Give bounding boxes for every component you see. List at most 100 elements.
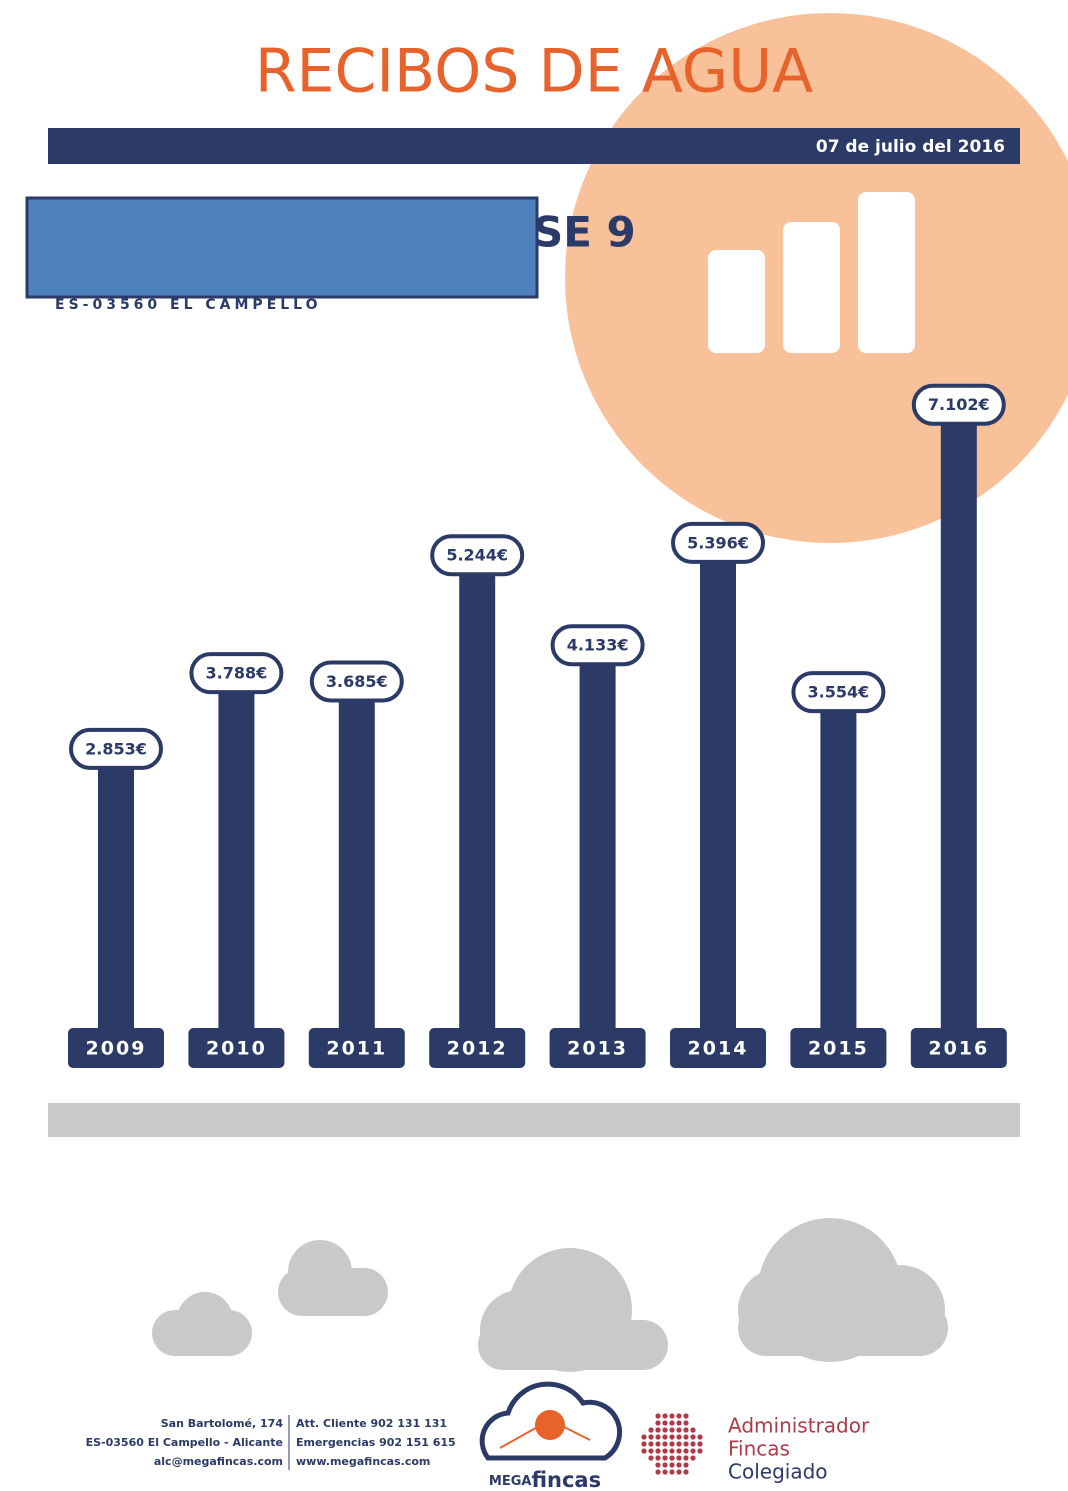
badge-dot	[683, 1469, 688, 1474]
value-label: 4.133€	[567, 636, 629, 655]
badge-dot	[641, 1441, 646, 1446]
badge-dot	[676, 1469, 681, 1474]
subtitle: SE 9	[533, 208, 636, 257]
badge-dot	[662, 1469, 667, 1474]
badge-dot	[662, 1413, 667, 1418]
badge-dot	[690, 1448, 695, 1453]
logo-name: fincas	[531, 1468, 601, 1491]
badge-dot	[697, 1441, 702, 1446]
bar	[339, 682, 375, 1040]
badge-dot	[662, 1427, 667, 1432]
badge-dot	[676, 1448, 681, 1453]
badge-dot	[683, 1455, 688, 1460]
badge-dot	[676, 1413, 681, 1418]
x-tick-label: 2009	[86, 1038, 147, 1060]
badge-dot	[662, 1420, 667, 1425]
badge-dot	[697, 1448, 702, 1453]
address: ES-03560 EL CAMPELLO	[55, 297, 322, 313]
x-tick-label: 2016	[928, 1038, 989, 1060]
badge-dot	[662, 1455, 667, 1460]
footer-address: San Bartolomé, 174	[161, 1417, 284, 1430]
badge-text: Administrador	[728, 1414, 870, 1438]
redaction	[27, 198, 537, 297]
badge-dot	[662, 1434, 667, 1439]
badge-dot	[669, 1413, 674, 1418]
badge-dot	[648, 1441, 653, 1446]
value-label: 3.685€	[326, 672, 388, 691]
badge-dot	[662, 1462, 667, 1467]
badge-dot	[655, 1462, 660, 1467]
footer-address: alc@megafincas.com	[154, 1455, 283, 1468]
badge-dot	[669, 1427, 674, 1432]
badge-dot	[655, 1420, 660, 1425]
bar	[218, 673, 254, 1040]
bar	[98, 749, 134, 1040]
badge-dot	[641, 1448, 646, 1453]
badge-dot	[690, 1427, 695, 1432]
badge-dot	[655, 1448, 660, 1453]
badge-dot	[641, 1434, 646, 1439]
badge-dot	[683, 1413, 688, 1418]
badge-dot	[655, 1434, 660, 1439]
badge-dot	[669, 1469, 674, 1474]
badge-dot	[648, 1427, 653, 1432]
x-tick-label: 2013	[567, 1038, 628, 1060]
badge-dot	[683, 1441, 688, 1446]
badge-dot	[676, 1420, 681, 1425]
badge-dot	[690, 1441, 695, 1446]
badge-dot	[648, 1434, 653, 1439]
badge-dot	[669, 1441, 674, 1446]
badge-dot	[648, 1455, 653, 1460]
value-label: 7.102€	[928, 395, 990, 414]
clouds	[152, 1218, 948, 1372]
icon-bar	[783, 222, 840, 353]
base-band	[48, 1103, 1020, 1137]
bar	[941, 405, 977, 1040]
icon-bar	[708, 250, 765, 353]
badge-dot	[683, 1448, 688, 1453]
value-label: 3.554€	[808, 683, 870, 702]
badge-dot	[683, 1420, 688, 1425]
value-label: 5.396€	[687, 533, 749, 552]
badge-dot	[655, 1455, 660, 1460]
bar	[820, 692, 856, 1040]
bar	[700, 543, 736, 1040]
value-label: 5.244€	[446, 546, 508, 565]
footer-address: ES-03560 El Campello - Alicante	[86, 1436, 283, 1449]
bar	[580, 645, 616, 1040]
icon-bar	[858, 192, 915, 353]
badge-dot	[655, 1427, 660, 1432]
badge-dot	[669, 1455, 674, 1460]
badge-dot	[669, 1448, 674, 1453]
footer-contact: Att. Cliente 902 131 131	[296, 1417, 447, 1430]
badge-dot	[676, 1427, 681, 1432]
logo-prefix: MEGA	[489, 1474, 532, 1489]
badge-dot	[669, 1462, 674, 1467]
badge-dot	[683, 1427, 688, 1432]
badge-text: Colegiado	[728, 1460, 828, 1484]
badge-dot	[648, 1448, 653, 1453]
x-tick-label: 2010	[206, 1038, 267, 1060]
footer-contact: Emergencias 902 151 615	[296, 1436, 456, 1449]
title: RECIBOS DE AGUA	[255, 37, 813, 107]
badge-dot	[683, 1462, 688, 1467]
badge-dot	[690, 1455, 695, 1460]
x-tick-label: 2014	[688, 1038, 749, 1060]
badge-dot	[655, 1469, 660, 1474]
x-tick-label: 2015	[808, 1038, 869, 1060]
value-label: 3.788€	[206, 664, 268, 683]
badge-dot	[676, 1434, 681, 1439]
badge-dot	[662, 1441, 667, 1446]
footer-contact: www.megafincas.com	[296, 1455, 430, 1468]
badge-text: Fincas	[728, 1437, 790, 1461]
badge-dot	[662, 1448, 667, 1453]
page: RECIBOS DE AGUA 07 de julio del 2016 SE …	[0, 0, 1068, 1491]
badge-dot	[655, 1441, 660, 1446]
x-tick-label: 2011	[326, 1038, 387, 1060]
badge-dot	[655, 1413, 660, 1418]
badge-dot	[690, 1434, 695, 1439]
x-tick-label: 2012	[447, 1038, 508, 1060]
logo-dot	[535, 1410, 565, 1440]
badge-dot	[676, 1462, 681, 1467]
badge-dot	[669, 1420, 674, 1425]
